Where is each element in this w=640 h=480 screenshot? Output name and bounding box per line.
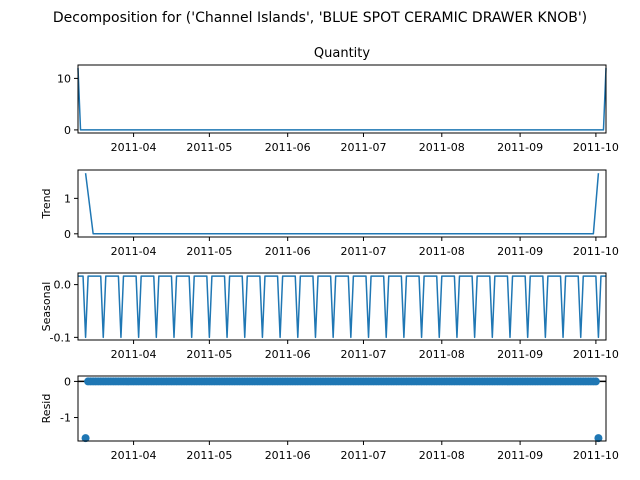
x-tick-label: 2011-07 <box>340 245 386 258</box>
x-tick-label: 2011-09 <box>497 245 543 258</box>
x-tick-label: 2011-07 <box>340 449 386 462</box>
x-tick-label: 2011-09 <box>497 449 543 462</box>
x-tick-label: 2011-07 <box>340 141 386 154</box>
chart-title: Decomposition for ('Channel Islands', 'B… <box>53 10 587 26</box>
x-tick-label: 2011-08 <box>419 449 465 462</box>
y-tick-label: 1 <box>64 192 71 205</box>
panel-seasonal: 2011-04 2011-05 2011-06 2011-07 2011-08 2011-… <box>40 272 619 361</box>
x-tick-label: 2011-10 <box>573 245 619 258</box>
x-tick-label: 2011-06 <box>265 449 311 462</box>
x-tick-label: 2011-04 <box>111 245 157 258</box>
panel-trend: 2011-04 2011-05 2011-06 2011-07 2011-08 2011-… <box>40 169 619 258</box>
x-tick-label: 2011-10 <box>573 141 619 154</box>
x-tick-label: 2011-04 <box>111 348 157 361</box>
resid-point <box>591 377 600 386</box>
panel-title: Quantity <box>314 46 370 61</box>
y-tick-label: 0 <box>64 124 71 137</box>
x-tick-label: 2011-05 <box>186 449 232 462</box>
axes-frame <box>77 169 607 238</box>
x-tick-label: 2011-09 <box>497 141 543 154</box>
y-tick-label: -0.1 <box>50 331 71 344</box>
series-line-seasonal <box>78 275 606 339</box>
panel-resid: 2011-04 2011-05 2011-06 2011-07 2011-08 2011-… <box>40 375 619 462</box>
y-tick-label: 0 <box>64 375 71 388</box>
x-tick-label: 2011-10 <box>573 348 619 361</box>
x-tick-label: 2011-09 <box>497 348 543 361</box>
x-tick-label: 2011-06 <box>265 141 311 154</box>
axes-frame <box>77 375 607 442</box>
axes-frame <box>77 64 607 134</box>
panels-group: 2011-04 2011-05 2011-06 2011-07 2011-08 2011-… <box>40 46 619 462</box>
x-tick-label: 2011-05 <box>186 348 232 361</box>
x-tick-label: 2011-08 <box>419 348 465 361</box>
axes-frame <box>77 272 607 341</box>
y-axis-label: Seasonal <box>40 282 53 332</box>
resid-outlier-point <box>81 434 90 443</box>
x-tick-label: 2011-04 <box>111 141 157 154</box>
x-tick-label: 2011-05 <box>186 245 232 258</box>
y-tick-label: -1 <box>60 412 71 425</box>
x-tick-label: 2011-07 <box>340 348 386 361</box>
series-line-observed <box>77 68 607 131</box>
series-line-trend <box>84 173 600 235</box>
x-tick-label: 2011-04 <box>111 449 157 462</box>
y-tick-label: 0.0 <box>54 279 72 292</box>
x-tick-label: 2011-08 <box>419 245 465 258</box>
y-axis-label: Trend <box>40 188 53 219</box>
resid-outlier-point <box>594 434 603 443</box>
x-tick-label: 2011-06 <box>265 245 311 258</box>
x-tick-label: 2011-10 <box>573 449 619 462</box>
x-tick-label: 2011-08 <box>419 141 465 154</box>
y-tick-label: 0 <box>64 228 71 241</box>
x-tick-label: 2011-05 <box>186 141 232 154</box>
y-tick-label: 10 <box>57 72 71 85</box>
y-axis-label: Resid <box>40 394 53 424</box>
x-tick-label: 2011-06 <box>265 348 311 361</box>
panel-observed: 2011-04 2011-05 2011-06 2011-07 2011-08 2011-… <box>57 46 619 154</box>
